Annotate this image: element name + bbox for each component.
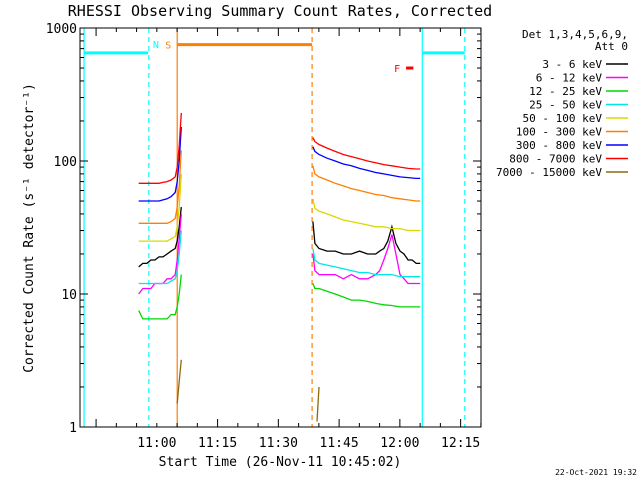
series-50-100-kev-segment-0 [138, 173, 182, 242]
series-300-800-kev-segment-1 [312, 146, 421, 180]
y-tick-label: 1 [69, 421, 77, 436]
legend-header-line: Att 0 [595, 40, 628, 53]
series-25-50-kev-segment-0 [138, 230, 182, 285]
x-tick-label: 12:00 [380, 436, 419, 451]
series-6-12-kev-segment-0 [138, 213, 182, 295]
legend-label-25-50-kev: 25 - 50 keV [529, 99, 602, 112]
footer-timestamp: 22-Oct-2021 19:32 [555, 468, 637, 477]
legend-label-800-7000-kev: 800 - 7000 keV [509, 153, 602, 166]
series-300-800-kev-segment-0 [138, 126, 182, 202]
x-tick-label: 11:00 [137, 436, 176, 451]
series-6-12-kev-segment-1 [312, 234, 421, 285]
y-axis: 1 10 100 1000 [46, 22, 481, 436]
chart-title: RHESSI Observing Summary Count Rates, Co… [68, 2, 492, 20]
y-tick-label: 1000 [46, 22, 77, 37]
series-25-50-kev-segment-1 [312, 248, 421, 278]
x-tick-label: 12:15 [441, 436, 480, 451]
y-axis-label: Corrected Count Rate (s⁻¹ detector⁻¹) [22, 83, 37, 373]
chart-series [138, 112, 421, 422]
series-100-300-kev-segment-1 [312, 165, 421, 202]
x-tick-label: 11:15 [198, 436, 237, 451]
chart-state-bars: SF [84, 41, 465, 75]
state-bar-label-f: F [394, 64, 400, 75]
legend-label-3-6-kev: 3 - 6 keV [542, 58, 602, 71]
marker-label-n: N [153, 40, 159, 51]
legend-header-line: Det 1,3,4,5,6,9, [522, 28, 628, 41]
series-3-6-kev-segment-1 [312, 221, 421, 265]
series-800-7000-kev-segment-0 [138, 112, 182, 184]
state-bar-label-s: S [165, 41, 171, 52]
chart-markers: N [83, 28, 466, 427]
x-tick-label: 11:30 [259, 436, 298, 451]
legend-label-12-25-kev: 12 - 25 keV [529, 85, 602, 98]
series-3-6-kev-segment-0 [138, 207, 182, 268]
series-7000-15000-kev-segment-1 [316, 386, 320, 422]
legend-label-100-300-kev: 100 - 300 keV [516, 126, 602, 139]
plot-frame [79, 27, 482, 428]
legend-label-7000-15000-kev: 7000 - 15000 keV [496, 166, 602, 179]
y-tick-label: 100 [54, 155, 77, 170]
series-100-300-kev-segment-0 [138, 150, 182, 224]
x-axis-label: Start Time (26-Nov-11 10:45:02) [159, 455, 402, 470]
series-7000-15000-kev-segment-0 [176, 359, 182, 404]
series-800-7000-kev-segment-1 [312, 137, 421, 170]
legend-label-300-800-kev: 300 - 800 keV [516, 139, 602, 152]
legend-label-50-100-kev: 50 - 100 keV [523, 112, 603, 125]
x-axis: 11:00 11:15 11:30 11:45 12:00 12:15 [95, 28, 482, 451]
legend-label-6-12-kev: 6 - 12 keV [536, 72, 603, 85]
series-50-100-kev-segment-1 [312, 198, 421, 232]
series-12-25-kev-segment-0 [138, 274, 182, 320]
x-tick-label: 11:45 [320, 436, 359, 451]
y-tick-label: 10 [61, 288, 77, 303]
series-12-25-kev-segment-1 [312, 283, 421, 308]
